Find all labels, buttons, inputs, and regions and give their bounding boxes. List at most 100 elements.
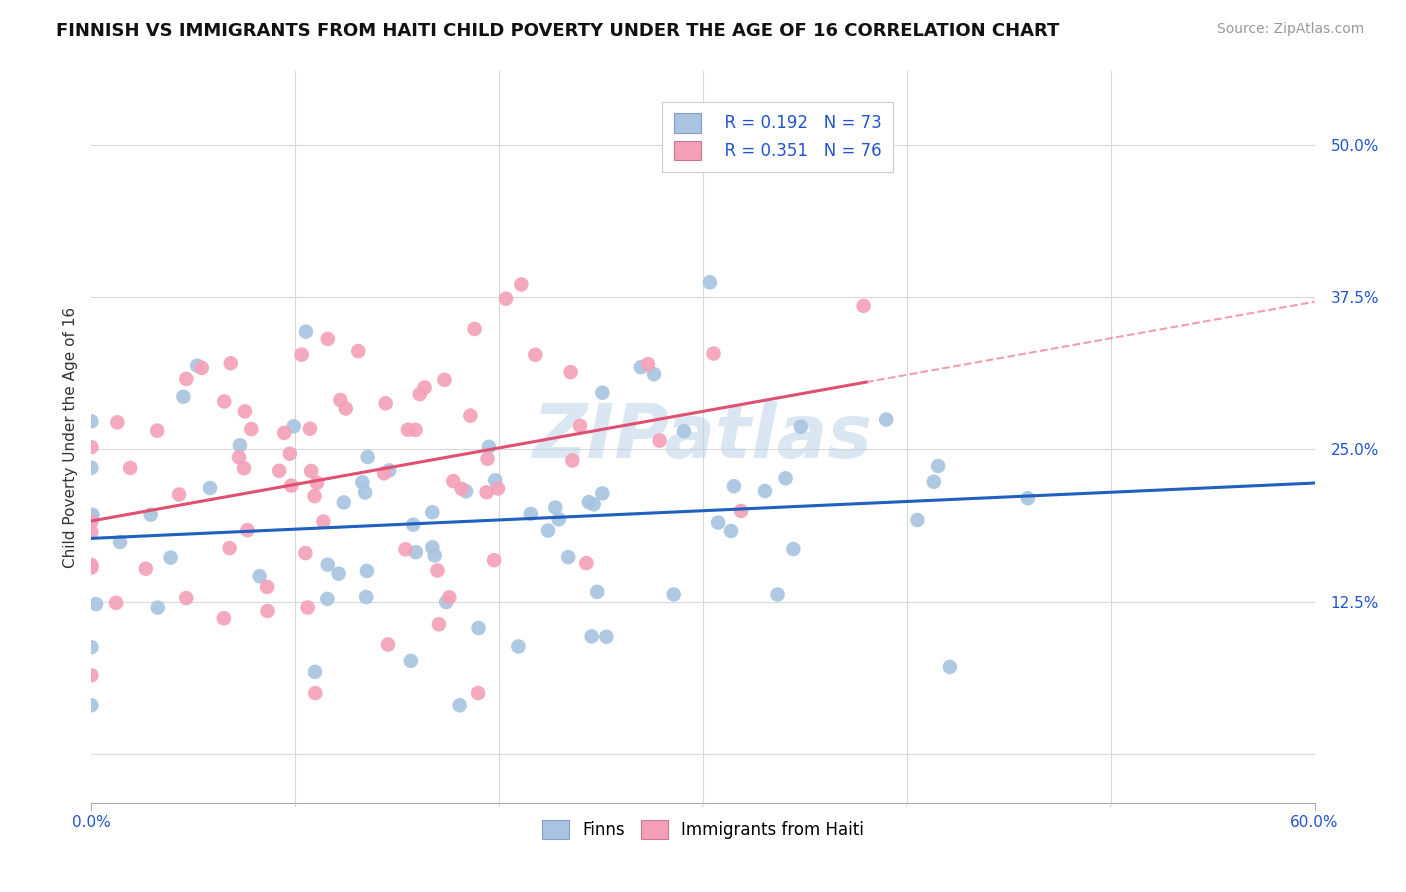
Point xyxy=(927,458,949,473)
Point xyxy=(591,385,613,400)
Point xyxy=(875,412,897,426)
Point xyxy=(240,422,263,436)
Point xyxy=(582,497,605,511)
Point xyxy=(439,591,461,605)
Point xyxy=(766,587,789,601)
Point xyxy=(907,513,929,527)
Point xyxy=(354,485,377,500)
Point xyxy=(569,418,592,433)
Point xyxy=(335,401,357,416)
Point xyxy=(643,367,665,381)
Point xyxy=(283,419,305,434)
Point xyxy=(186,359,208,373)
Point xyxy=(135,562,157,576)
Point xyxy=(356,564,378,578)
Point xyxy=(146,424,169,438)
Point xyxy=(423,549,446,563)
Point xyxy=(409,387,432,401)
Point xyxy=(374,396,396,410)
Point xyxy=(537,524,560,538)
Point xyxy=(105,416,128,430)
Point xyxy=(557,550,579,565)
Point xyxy=(316,332,339,346)
Point xyxy=(256,604,278,618)
Point xyxy=(219,356,242,370)
Point xyxy=(464,322,486,336)
Point xyxy=(637,357,659,371)
Point xyxy=(304,489,326,503)
Point xyxy=(269,464,291,478)
Point xyxy=(82,508,104,522)
Point xyxy=(586,585,609,599)
Point xyxy=(630,360,652,375)
Point xyxy=(295,325,318,339)
Point xyxy=(648,434,671,448)
Point xyxy=(316,591,339,606)
Point xyxy=(560,365,582,379)
Point xyxy=(229,438,252,452)
Point xyxy=(595,630,617,644)
Point xyxy=(378,463,401,477)
Point xyxy=(524,348,547,362)
Point xyxy=(544,500,567,515)
Point xyxy=(467,621,489,635)
Point xyxy=(312,515,335,529)
Point xyxy=(236,523,259,537)
Point xyxy=(297,600,319,615)
Point xyxy=(105,596,128,610)
Point xyxy=(120,461,142,475)
Point xyxy=(108,535,131,549)
Point xyxy=(939,660,962,674)
Point xyxy=(273,425,295,440)
Point xyxy=(591,486,613,500)
Point xyxy=(256,580,278,594)
Point xyxy=(329,393,352,408)
Point xyxy=(305,475,328,490)
Point xyxy=(699,276,721,290)
Point xyxy=(373,467,395,481)
Point xyxy=(84,597,107,611)
Point xyxy=(174,591,197,606)
Point xyxy=(467,686,489,700)
Point xyxy=(228,450,250,465)
Point xyxy=(212,611,235,625)
Point xyxy=(782,542,804,557)
Point xyxy=(198,481,221,495)
Point xyxy=(561,453,583,467)
Point xyxy=(80,510,103,524)
Point xyxy=(486,482,509,496)
Point xyxy=(377,638,399,652)
Point xyxy=(291,348,314,362)
Point xyxy=(477,451,499,466)
Point xyxy=(280,478,302,492)
Point xyxy=(426,564,449,578)
Point xyxy=(427,617,450,632)
Point xyxy=(754,483,776,498)
Point xyxy=(80,515,103,529)
Point xyxy=(420,505,443,519)
Point xyxy=(396,423,419,437)
Point xyxy=(176,372,198,386)
Point xyxy=(399,654,422,668)
Point xyxy=(405,423,427,437)
Point xyxy=(730,504,752,518)
Point xyxy=(578,495,600,509)
Point xyxy=(172,390,194,404)
Point xyxy=(484,473,506,487)
Point xyxy=(304,686,326,700)
Point xyxy=(662,587,685,601)
Point xyxy=(420,541,443,555)
Point xyxy=(441,474,464,488)
Point xyxy=(139,508,162,522)
Point xyxy=(347,344,370,359)
Point xyxy=(298,422,321,436)
Point xyxy=(460,409,482,423)
Point xyxy=(449,698,471,713)
Point xyxy=(405,545,427,559)
Point xyxy=(316,558,339,572)
Point xyxy=(707,516,730,530)
Y-axis label: Child Poverty Under the Age of 16: Child Poverty Under the Age of 16 xyxy=(62,307,77,567)
Point xyxy=(413,380,436,394)
Point xyxy=(352,475,374,490)
Point xyxy=(80,440,103,454)
